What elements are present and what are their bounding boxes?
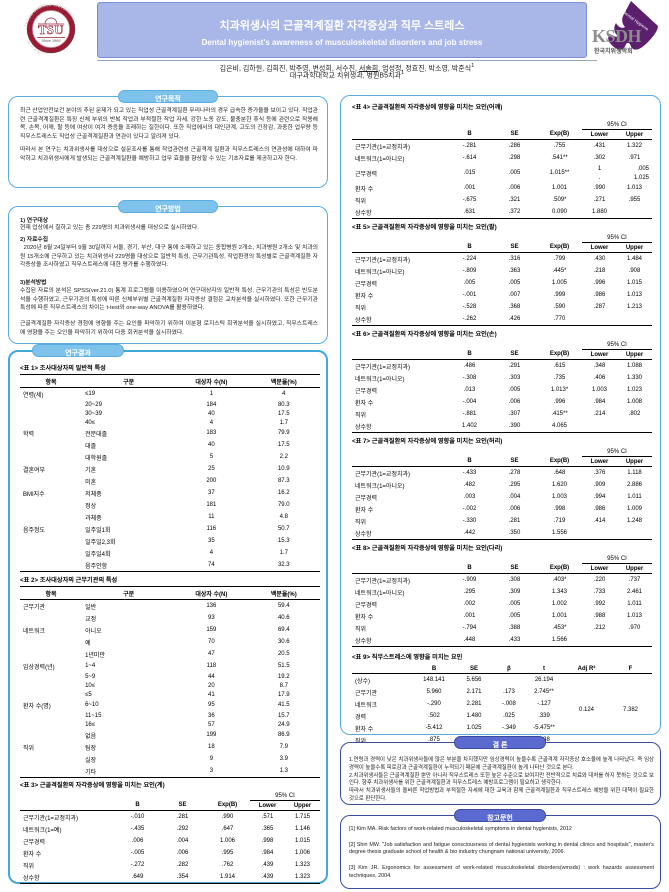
svg-text:TSU: TSU: [38, 23, 64, 37]
svg-text:Since 1969: Since 1969: [42, 39, 61, 43]
